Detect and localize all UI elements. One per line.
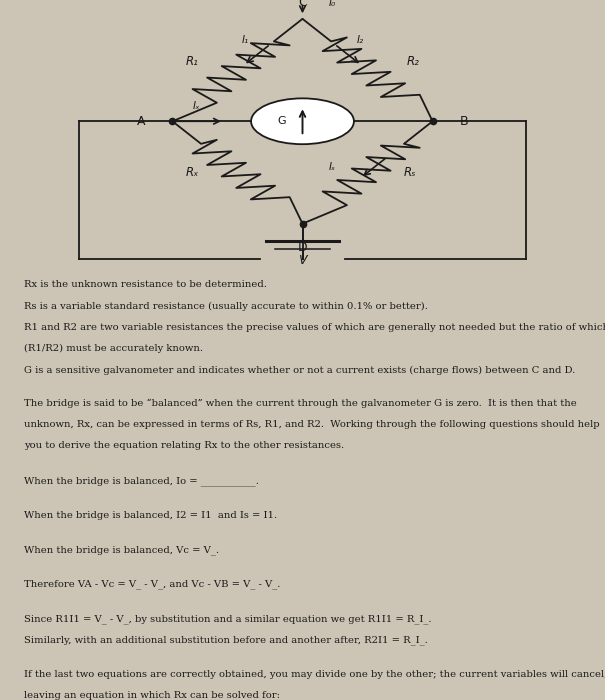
Text: A: A [137,115,145,128]
Text: When the bridge is balanced, Vc = V_.: When the bridge is balanced, Vc = V_. [24,545,219,555]
Text: C: C [298,0,307,9]
Text: you to derive the equation relating Rx to the other resistances.: you to derive the equation relating Rx t… [24,441,344,450]
Text: B: B [460,115,468,128]
Text: R₂: R₂ [407,55,419,69]
Text: G is a sensitive galvanometer and indicates whether or not a current exists (cha: G is a sensitive galvanometer and indica… [24,365,575,375]
Text: unknown, Rx, can be expressed in terms of Rs, R1, and R2.  Working through the f: unknown, Rx, can be expressed in terms o… [24,420,600,429]
Text: R₁: R₁ [186,55,198,69]
Text: Rx is the unknown resistance to be determined.: Rx is the unknown resistance to be deter… [24,280,267,289]
Text: leaving an equation in which Rx can be solved for:: leaving an equation in which Rx can be s… [24,691,280,700]
Text: I₁: I₁ [241,35,249,45]
Text: I₂: I₂ [356,35,364,45]
Text: D: D [298,241,307,254]
Text: R1 and R2 are two variable resistances the precise values of which are generally: R1 and R2 are two variable resistances t… [24,323,605,332]
Text: Since R1I1 = V_ - V_, by substitution and a similar equation we get R1I1 = R_I_.: Since R1I1 = V_ - V_, by substitution an… [24,614,432,624]
Text: Therefore VA - Vc = V_ - V_, and Vc - VB = V_ - V_.: Therefore VA - Vc = V_ - V_, and Vc - VB… [24,580,281,589]
Text: (R1/R2) must be accurately known.: (R1/R2) must be accurately known. [24,344,203,354]
Text: Rs is a variable standard resistance (usually accurate to within 0.1% or better): Rs is a variable standard resistance (us… [24,302,428,311]
Text: Similarly, with an additional substitution before and another after, R2I1 = R_I_: Similarly, with an additional substituti… [24,636,428,645]
Text: The bridge is said to be “balanced” when the current through the galvanometer G : The bridge is said to be “balanced” when… [24,398,577,408]
Text: Rₓ: Rₓ [185,166,199,179]
Text: Iₛ: Iₛ [329,162,335,172]
Circle shape [251,99,354,144]
Text: Rₛ: Rₛ [404,166,416,179]
Text: If the last two equations are correctly obtained, you may divide one by the othe: If the last two equations are correctly … [24,670,605,679]
Text: When the bridge is balanced, I2 = I1  and Is = I1.: When the bridge is balanced, I2 = I1 and… [24,511,277,520]
Text: V: V [298,253,307,267]
Text: G: G [277,116,286,126]
Text: I₀: I₀ [329,0,336,8]
Text: Iₓ: Iₓ [193,102,200,111]
Text: When the bridge is balanced, Io = ___________.: When the bridge is balanced, Io = ______… [24,477,259,486]
